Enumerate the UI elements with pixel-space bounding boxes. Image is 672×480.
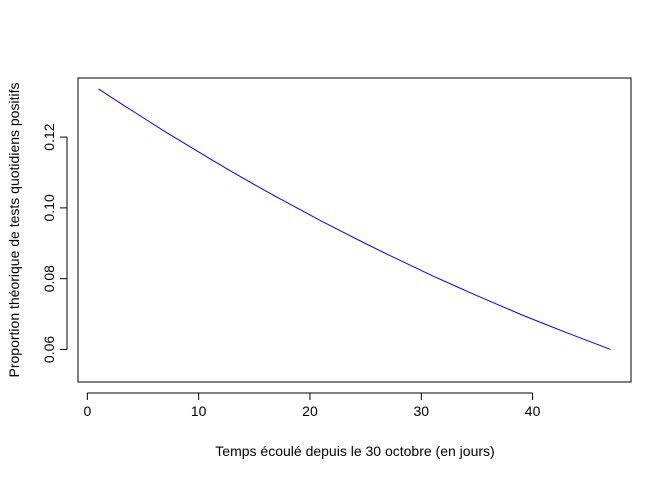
y-tick-label: 0.08 — [41, 265, 57, 292]
y-axis: 0.06 0.08 0.10 0.12 — [41, 123, 68, 363]
x-axis-title: Temps écoulé depuis le 30 octobre (en jo… — [215, 443, 494, 459]
x-tick-label: 20 — [302, 403, 318, 419]
y-tick-label: 0.10 — [41, 194, 57, 221]
series-line — [98, 88, 611, 350]
series-layer — [98, 88, 611, 350]
x-tick-label: 0 — [83, 403, 91, 419]
y-axis-title: Proportion théorique de tests quotidiens… — [6, 83, 22, 378]
x-tick-label: 40 — [525, 403, 541, 419]
y-tick-label: 0.06 — [41, 336, 57, 363]
plot-frame — [77, 77, 632, 383]
x-axis: 0 10 20 30 40 — [83, 392, 541, 419]
x-tick-label: 30 — [413, 403, 429, 419]
y-tick-label: 0.12 — [41, 123, 57, 150]
x-tick-label: 10 — [191, 403, 207, 419]
